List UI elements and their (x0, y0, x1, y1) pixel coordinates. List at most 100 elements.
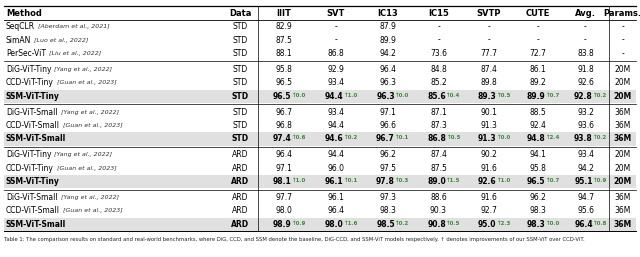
Text: 94.7: 94.7 (577, 193, 594, 202)
Text: DiG-ViT-Small: DiG-ViT-Small (6, 108, 58, 117)
Text: 93.4: 93.4 (577, 150, 594, 159)
Text: ↑0.4: ↑0.4 (446, 93, 461, 98)
Text: 36M: 36M (614, 121, 630, 130)
Text: 94.4: 94.4 (328, 121, 344, 130)
Text: ↑0.2: ↑0.2 (344, 135, 358, 140)
Text: 84.8: 84.8 (430, 65, 447, 74)
Text: 20M: 20M (614, 164, 630, 173)
Text: 87.4: 87.4 (430, 150, 447, 159)
Text: 36M: 36M (614, 108, 630, 117)
Text: 86.1: 86.1 (530, 65, 547, 74)
Text: STD: STD (232, 92, 248, 101)
Text: ↑0.3: ↑0.3 (396, 178, 410, 183)
Text: STD: STD (232, 22, 248, 31)
Text: ARD: ARD (231, 220, 249, 229)
Text: STD: STD (232, 49, 248, 58)
Text: 89.0: 89.0 (427, 177, 446, 186)
Text: 92.6: 92.6 (477, 177, 496, 186)
Text: 97.4: 97.4 (273, 134, 291, 143)
Text: ↑0.5: ↑0.5 (447, 135, 461, 140)
Text: 98.3: 98.3 (379, 206, 396, 215)
Text: ↑0.7: ↑0.7 (546, 178, 560, 183)
Text: -: - (536, 22, 540, 31)
Text: 20M: 20M (613, 92, 632, 101)
Text: 92.9: 92.9 (328, 65, 344, 74)
Text: 86.8: 86.8 (328, 49, 344, 58)
Text: CCD-ViT-Tiny: CCD-ViT-Tiny (6, 164, 54, 173)
Text: 94.4: 94.4 (328, 150, 344, 159)
Text: ↑1.0: ↑1.0 (292, 178, 306, 183)
Text: 93.6: 93.6 (577, 121, 594, 130)
Text: 36M: 36M (614, 193, 630, 202)
Text: -: - (437, 36, 440, 45)
Bar (4, 89, 636, 103)
Text: 92.8: 92.8 (574, 92, 593, 101)
Text: Method: Method (6, 8, 42, 17)
Text: 89.2: 89.2 (530, 78, 547, 87)
Text: STD: STD (232, 134, 248, 143)
Text: 86.8: 86.8 (427, 134, 446, 143)
Text: ↑0.2: ↑0.2 (593, 93, 607, 98)
Text: 96.1: 96.1 (324, 177, 343, 186)
Text: ↑0.0: ↑0.0 (292, 93, 306, 98)
Text: ↑0.0: ↑0.0 (396, 93, 410, 98)
Text: ↑1.0: ↑1.0 (344, 93, 358, 98)
Text: 91.6: 91.6 (481, 164, 497, 173)
Text: SSM-ViT-Tiny: SSM-ViT-Tiny (6, 177, 60, 186)
Text: STD: STD (232, 121, 248, 130)
Text: 89.3: 89.3 (477, 92, 497, 101)
Text: 96.8: 96.8 (276, 121, 292, 130)
Text: 96.4: 96.4 (328, 206, 344, 215)
Text: 87.1: 87.1 (430, 108, 447, 117)
Text: 88.1: 88.1 (276, 49, 292, 58)
Text: -: - (621, 36, 624, 45)
Text: SVTP: SVTP (477, 8, 501, 17)
Text: 96.4: 96.4 (574, 220, 593, 229)
Text: 98.3: 98.3 (527, 220, 545, 229)
Text: 82.9: 82.9 (276, 22, 292, 31)
Text: [Liu et al., 2022]: [Liu et al., 2022] (47, 51, 101, 56)
Text: 88.5: 88.5 (530, 108, 547, 117)
Text: 90.8: 90.8 (427, 220, 446, 229)
Text: 87.9: 87.9 (379, 22, 396, 31)
Text: 96.1: 96.1 (328, 193, 344, 202)
Text: 96.6: 96.6 (379, 121, 396, 130)
Text: 88.6: 88.6 (430, 193, 447, 202)
Text: 85.2: 85.2 (430, 78, 447, 87)
Text: 87.5: 87.5 (430, 164, 447, 173)
Text: IIIT: IIIT (276, 8, 291, 17)
Text: 93.8: 93.8 (574, 134, 593, 143)
Text: 92.7: 92.7 (481, 206, 497, 215)
Bar (4, 175, 636, 188)
Bar (4, 218, 636, 231)
Text: 20M: 20M (614, 65, 630, 74)
Text: 95.1: 95.1 (574, 177, 593, 186)
Text: 95.8: 95.8 (529, 164, 547, 173)
Text: DiG-ViT-Tiny: DiG-ViT-Tiny (6, 150, 51, 159)
Text: 98.3: 98.3 (529, 206, 547, 215)
Text: [Guan et al., 2023]: [Guan et al., 2023] (55, 80, 116, 85)
Text: 96.0: 96.0 (328, 164, 344, 173)
Text: 94.2: 94.2 (379, 49, 396, 58)
Text: SSM-ViT-Small: SSM-ViT-Small (6, 220, 67, 229)
Text: 93.2: 93.2 (577, 108, 594, 117)
Text: CCD-ViT-Small: CCD-ViT-Small (6, 206, 60, 215)
Text: 90.3: 90.3 (430, 206, 447, 215)
Text: 96.3: 96.3 (379, 78, 396, 87)
Text: 36M: 36M (613, 134, 632, 143)
Text: SVT: SVT (327, 8, 345, 17)
Text: 89.8: 89.8 (481, 78, 497, 87)
Text: ↑0.6: ↑0.6 (292, 135, 307, 140)
Text: ↑0.0: ↑0.0 (497, 135, 511, 140)
Text: 94.4: 94.4 (324, 92, 343, 101)
Text: 96.5: 96.5 (527, 177, 545, 186)
Text: 89.9: 89.9 (527, 92, 545, 101)
Text: ↑0.1: ↑0.1 (396, 135, 410, 140)
Text: 98.9: 98.9 (273, 220, 291, 229)
Text: 96.2: 96.2 (529, 193, 547, 202)
Text: CUTE: CUTE (526, 8, 550, 17)
Text: ↑0.9: ↑0.9 (593, 178, 607, 183)
Text: PerSec-ViT: PerSec-ViT (6, 49, 46, 58)
Text: ARD: ARD (232, 164, 248, 173)
Text: ARD: ARD (232, 193, 248, 202)
